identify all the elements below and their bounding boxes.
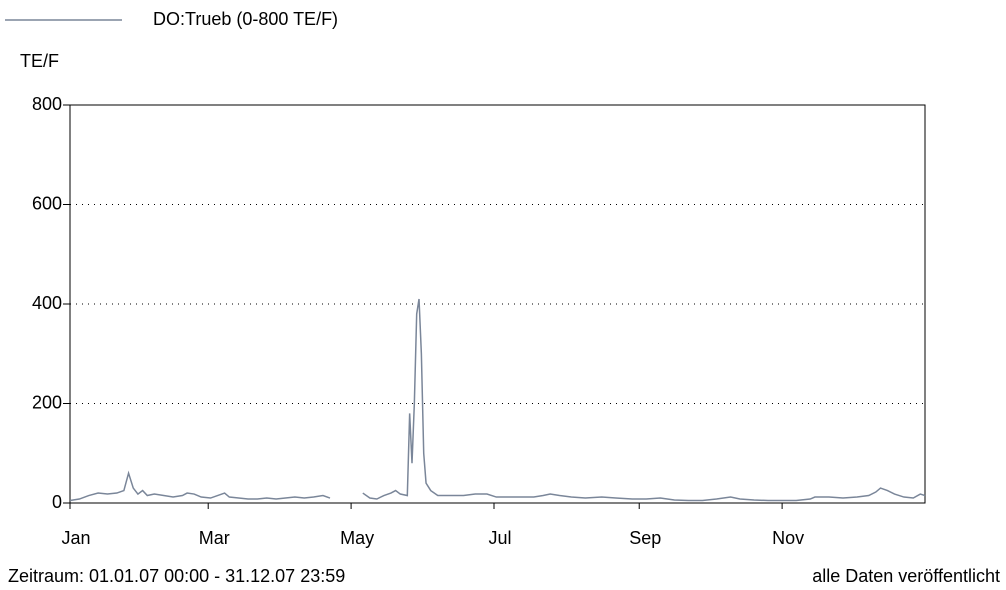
x-tick-label: Nov xyxy=(772,528,804,548)
data-line xyxy=(69,298,926,502)
x-tick-label: Sep xyxy=(629,528,661,548)
footer-left: Zeitraum: 01.01.07 00:00 - 31.12.07 23:5… xyxy=(8,566,345,586)
y-tick-label: 200 xyxy=(32,392,62,412)
footer-right: alle Daten veröffentlicht xyxy=(812,566,1000,586)
y-tick-label: 0 xyxy=(52,492,62,512)
y-tick-label: 800 xyxy=(32,94,62,114)
x-tick-label: Jul xyxy=(488,528,511,548)
x-tick-label: May xyxy=(340,528,374,548)
y-axis-label: TE/F xyxy=(20,51,59,71)
x-tick-label: Mar xyxy=(199,528,230,548)
x-tick-label: Jan xyxy=(61,528,90,548)
y-tick-label: 400 xyxy=(32,293,62,313)
legend-label: DO:Trueb (0-800 TE/F) xyxy=(153,9,338,29)
y-tick-label: 600 xyxy=(32,193,62,213)
